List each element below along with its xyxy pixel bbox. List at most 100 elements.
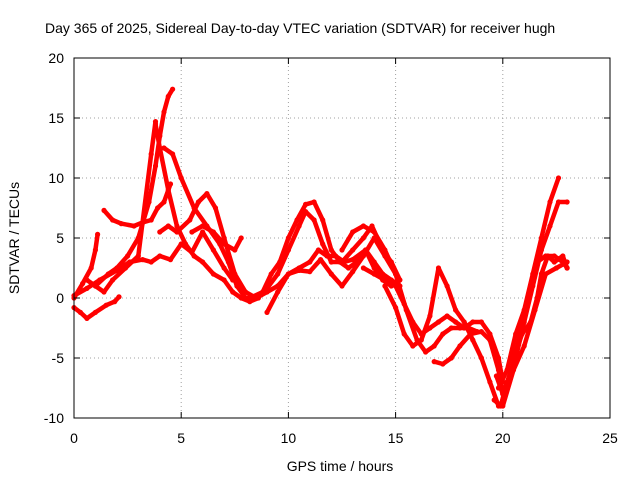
data-point bbox=[491, 397, 497, 403]
data-point bbox=[487, 337, 493, 343]
x-axis-label: GPS time / hours bbox=[287, 458, 394, 474]
data-point bbox=[146, 199, 152, 205]
data-point bbox=[101, 207, 107, 213]
data-point bbox=[478, 319, 484, 325]
data-point bbox=[360, 253, 366, 259]
y-axis-label: SDTVAR / TECUs bbox=[6, 182, 22, 294]
data-point bbox=[234, 283, 240, 289]
data-point bbox=[371, 271, 377, 277]
data-point bbox=[510, 367, 517, 373]
data-point bbox=[311, 217, 317, 223]
data-point bbox=[320, 241, 326, 247]
data-point bbox=[195, 199, 201, 205]
data-point bbox=[157, 229, 163, 235]
data-point bbox=[401, 301, 407, 307]
data-point bbox=[461, 319, 467, 325]
grid bbox=[74, 58, 610, 418]
data-point bbox=[328, 271, 334, 277]
data-point bbox=[320, 217, 326, 223]
data-point bbox=[253, 295, 259, 301]
data-point bbox=[210, 229, 216, 235]
data-point bbox=[189, 229, 195, 235]
data-point bbox=[393, 271, 399, 277]
data-point bbox=[435, 265, 442, 271]
data-point bbox=[152, 121, 159, 127]
data-point bbox=[268, 271, 274, 277]
data-point bbox=[165, 223, 171, 229]
data-point bbox=[538, 271, 545, 277]
data-point bbox=[468, 331, 474, 337]
data-point bbox=[382, 283, 388, 289]
data-point bbox=[135, 253, 141, 259]
data-point bbox=[174, 229, 180, 235]
data-point bbox=[500, 403, 506, 409]
data-point bbox=[345, 265, 351, 271]
data-point bbox=[453, 319, 459, 325]
y-tick-label: 0 bbox=[56, 290, 64, 306]
data-point bbox=[560, 253, 566, 259]
data-point bbox=[200, 259, 206, 265]
data-point bbox=[303, 209, 309, 215]
data-point bbox=[534, 295, 540, 301]
data-point bbox=[427, 313, 433, 319]
data-point bbox=[275, 271, 281, 277]
data-point bbox=[187, 217, 193, 223]
data-point bbox=[204, 191, 210, 197]
data-point bbox=[360, 235, 366, 241]
data-point bbox=[435, 319, 442, 325]
data-point bbox=[360, 223, 366, 229]
data-point bbox=[393, 283, 399, 289]
data-point bbox=[97, 277, 103, 283]
data-point bbox=[167, 257, 174, 263]
data-point bbox=[285, 271, 291, 277]
data-point bbox=[543, 271, 549, 277]
data-point bbox=[101, 289, 107, 295]
data-point bbox=[157, 145, 163, 151]
data-point bbox=[440, 331, 446, 337]
data-point bbox=[210, 271, 216, 277]
x-tick-label: 10 bbox=[281, 430, 297, 446]
data-point bbox=[555, 199, 562, 205]
data-point bbox=[210, 247, 216, 253]
data-point bbox=[157, 253, 163, 259]
data-point bbox=[118, 221, 124, 227]
data-point bbox=[303, 201, 309, 207]
data-point bbox=[116, 294, 122, 300]
data-point bbox=[221, 277, 227, 283]
data-point bbox=[418, 337, 424, 343]
x-tick-label: 5 bbox=[177, 430, 185, 446]
data-point bbox=[88, 265, 94, 271]
data-point bbox=[423, 349, 429, 355]
data-point bbox=[264, 289, 270, 295]
data-point bbox=[200, 223, 206, 229]
data-point bbox=[242, 289, 249, 295]
data-point bbox=[393, 305, 399, 311]
data-point bbox=[551, 259, 557, 265]
data-point bbox=[191, 253, 197, 259]
data-point bbox=[382, 277, 388, 283]
data-point bbox=[551, 253, 557, 259]
data-point bbox=[264, 309, 270, 315]
data-point bbox=[80, 281, 86, 287]
data-point bbox=[371, 229, 377, 235]
data-point bbox=[148, 259, 154, 265]
data-point bbox=[311, 199, 317, 205]
data-point bbox=[165, 187, 171, 193]
data-point bbox=[212, 205, 219, 211]
data-point bbox=[140, 257, 146, 263]
data-point bbox=[131, 223, 137, 229]
data-point bbox=[247, 299, 253, 305]
data-point bbox=[453, 307, 459, 313]
data-point bbox=[221, 241, 227, 247]
data-point bbox=[92, 283, 98, 289]
data-point bbox=[510, 355, 517, 361]
data-point bbox=[369, 223, 375, 229]
data-point bbox=[339, 283, 345, 289]
data-point bbox=[487, 379, 493, 385]
data-point bbox=[427, 325, 433, 331]
data-point bbox=[247, 295, 253, 301]
data-point bbox=[122, 265, 129, 271]
data-point bbox=[410, 343, 416, 349]
data-point bbox=[444, 283, 450, 289]
